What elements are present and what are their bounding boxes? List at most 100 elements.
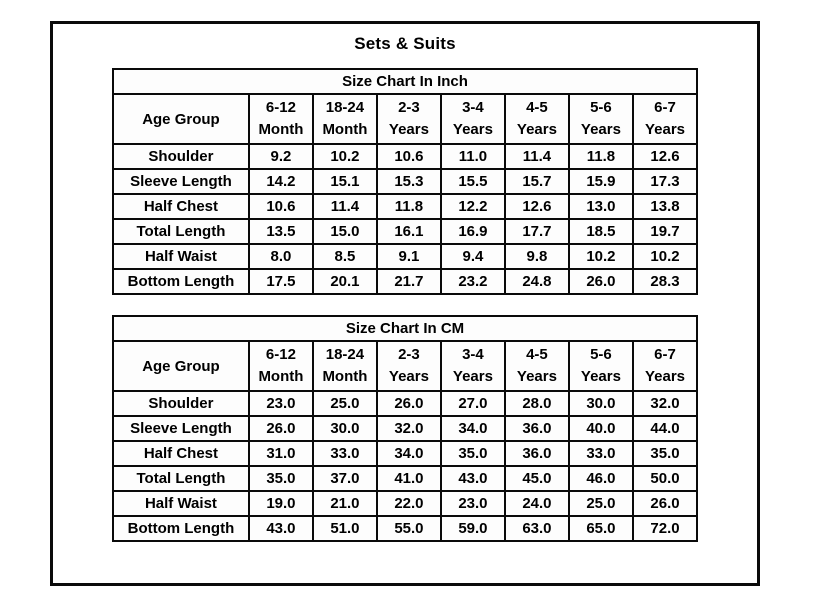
row-label: Half Chest: [111, 440, 250, 467]
cell: 36.0: [503, 440, 570, 467]
size-chart-cm-table: Size Chart In CM Age Group 6-12 Month 18…: [111, 315, 699, 542]
cell: 16.9: [439, 218, 506, 245]
cell: 15.9: [567, 168, 634, 195]
outer-frame: Sets & Suits Size Chart In Inch Age Grou…: [50, 21, 760, 586]
row-label: Half Chest: [111, 193, 250, 220]
cell: 35.0: [247, 465, 314, 492]
column-header-4-5-years: 4-5 Years: [503, 340, 570, 392]
table-title-cm: Size Chart In CM: [111, 315, 699, 342]
cell: 11.8: [375, 193, 442, 220]
cell: 8.5: [311, 243, 378, 270]
row-label: Total Length: [111, 218, 250, 245]
cell: 17.7: [503, 218, 570, 245]
column-header-line: Years: [452, 368, 493, 385]
table-row-half-waist: Half Waist 8.0 8.5 9.1 9.4 9.8 10.2 10.2: [111, 243, 699, 270]
cell: 12.2: [439, 193, 506, 220]
column-header-6-12-month: 6-12 Month: [247, 93, 314, 145]
column-header-5-6-years: 5-6 Years: [567, 340, 634, 392]
table-row-half-chest: Half Chest 31.0 33.0 34.0 35.0 36.0 33.0…: [111, 440, 699, 467]
table-row-sleeve-length: Sleeve Length 14.2 15.1 15.3 15.5 15.7 1…: [111, 168, 699, 195]
cell: 21.0: [311, 490, 378, 517]
cell: 63.0: [503, 515, 570, 542]
cell: 43.0: [439, 465, 506, 492]
column-header-age-group: Age Group: [111, 93, 250, 145]
column-header-line: Years: [452, 121, 493, 138]
row-label: Shoulder: [111, 143, 250, 170]
cell: 11.8: [567, 143, 634, 170]
row-label: Bottom Length: [111, 268, 250, 295]
cell: 28.3: [631, 268, 699, 295]
cell: 8.0: [247, 243, 314, 270]
cell: 30.0: [311, 415, 378, 442]
column-header-line: 6-12: [265, 99, 296, 116]
column-header-line: 3-4: [462, 99, 484, 116]
cell: 17.5: [247, 268, 314, 295]
cell: 10.6: [247, 193, 314, 220]
cell: 15.3: [375, 168, 442, 195]
column-header-line: Years: [644, 368, 686, 385]
cell: 35.0: [439, 440, 506, 467]
column-header-line: 18-24: [325, 99, 365, 116]
cell: 31.0: [247, 440, 314, 467]
cell: 34.0: [439, 415, 506, 442]
column-header-line: 6-12: [265, 346, 296, 363]
cell: 33.0: [311, 440, 378, 467]
column-header-line: Years: [516, 368, 557, 385]
column-header-4-5-years: 4-5 Years: [503, 93, 570, 145]
cell: 16.1: [375, 218, 442, 245]
column-header-line: 4-5: [526, 99, 548, 116]
row-label: Bottom Length: [111, 515, 250, 542]
column-header-line: 5-6: [590, 99, 612, 116]
table-row-sleeve-length: Sleeve Length 26.0 30.0 32.0 34.0 36.0 4…: [111, 415, 699, 442]
cell: 32.0: [631, 390, 699, 417]
table-title-row: Size Chart In Inch: [111, 68, 699, 95]
cell: 9.1: [375, 243, 442, 270]
cell: 20.1: [311, 268, 378, 295]
table-row-bottom-length: Bottom Length 43.0 51.0 55.0 59.0 63.0 6…: [111, 515, 699, 542]
cell: 51.0: [311, 515, 378, 542]
column-header-3-4-years: 3-4 Years: [439, 93, 506, 145]
cell: 36.0: [503, 415, 570, 442]
cell: 10.2: [567, 243, 634, 270]
cell: 25.0: [567, 490, 634, 517]
cell: 45.0: [503, 465, 570, 492]
column-header-line: Month: [258, 368, 304, 385]
cell: 10.6: [375, 143, 442, 170]
size-chart-inch-table: Size Chart In Inch Age Group 6-12 Month …: [111, 68, 699, 295]
cell: 50.0: [631, 465, 699, 492]
cell: 9.8: [503, 243, 570, 270]
column-header-line: Years: [644, 121, 686, 138]
column-header-line: 2-3: [398, 99, 420, 116]
cell: 10.2: [631, 243, 699, 270]
cell: 25.0: [311, 390, 378, 417]
column-header-line: Years: [580, 121, 621, 138]
column-header-6-7-years: 6-7 Years: [631, 93, 699, 145]
column-header-line: Month: [322, 368, 368, 385]
column-header-row: Age Group 6-12 Month 18-24 Month 2-3 Yea…: [111, 340, 699, 392]
cell: 35.0: [631, 440, 699, 467]
cell: 11.4: [311, 193, 378, 220]
cell: 26.0: [567, 268, 634, 295]
cell: 14.2: [247, 168, 314, 195]
cell: 65.0: [567, 515, 634, 542]
cell: 59.0: [439, 515, 506, 542]
cell: 32.0: [375, 415, 442, 442]
column-header-line: 3-4: [462, 346, 484, 363]
row-label: Half Waist: [111, 490, 250, 517]
cell: 33.0: [567, 440, 634, 467]
column-header-age-group: Age Group: [111, 340, 250, 392]
cell: 46.0: [567, 465, 634, 492]
cell: 19.0: [247, 490, 314, 517]
cell: 37.0: [311, 465, 378, 492]
cell: 21.7: [375, 268, 442, 295]
column-header-row: Age Group 6-12 Month 18-24 Month 2-3 Yea…: [111, 93, 699, 145]
cell: 9.4: [439, 243, 506, 270]
row-label: Sleeve Length: [111, 168, 250, 195]
cell: 11.0: [439, 143, 506, 170]
cell: 12.6: [503, 193, 570, 220]
cell: 28.0: [503, 390, 570, 417]
cell: 15.7: [503, 168, 570, 195]
cell: 26.0: [247, 415, 314, 442]
table-row-bottom-length: Bottom Length 17.5 20.1 21.7 23.2 24.8 2…: [111, 268, 699, 295]
column-header-line: Years: [388, 121, 429, 138]
